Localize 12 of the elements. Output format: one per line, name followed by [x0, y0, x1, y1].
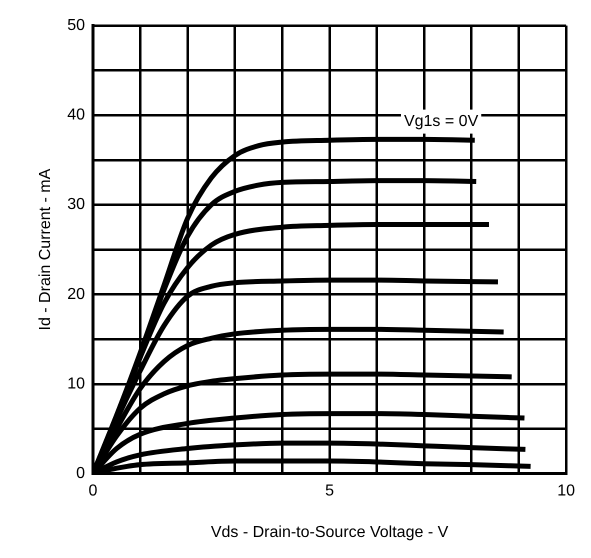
y-tick-label: 0 [76, 465, 86, 482]
x-tick-label: 10 [557, 482, 576, 500]
x-tick-label: 0 [88, 482, 98, 500]
y-tick-label: 30 [67, 196, 86, 214]
x-axis-title: Vds - Drain-to-Source Voltage - V [210, 524, 449, 541]
y-tick-label: 20 [67, 286, 86, 303]
y-tick-label: 40 [67, 106, 86, 124]
y-tick-label: 50 [67, 17, 86, 34]
annotation: Vg1s = 0V [404, 113, 479, 130]
x-tick-label: 5 [325, 482, 334, 500]
y-axis-title: Id - Drain Current - mA [37, 168, 54, 331]
y-tick-label: 10 [67, 375, 86, 392]
